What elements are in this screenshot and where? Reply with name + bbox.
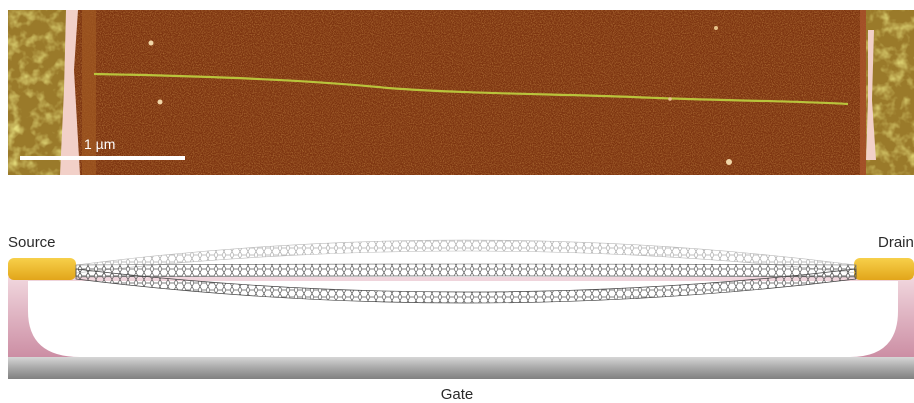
trench [28,281,898,357]
right-trench-edge [866,30,876,160]
nanotube-lower [75,268,857,304]
nanotube-middle [75,263,857,278]
scale-bar [20,156,185,160]
source-electrode [8,258,76,280]
device-schematic: Source Drain Gate [0,185,914,403]
particle [148,40,154,46]
nanotube-trace [93,72,849,106]
gate-electrode [8,357,914,379]
particle [714,26,718,30]
gate-label: Gate [440,386,474,403]
left-electrode-region [8,10,96,175]
drain-label: Drain [878,234,914,251]
particle [668,97,672,101]
afm-image: 1 µm [8,10,914,175]
particle [726,159,732,165]
source-label: Source [8,234,56,251]
particle [157,99,163,105]
right-electrode-region [860,10,914,175]
afm-micrograph [8,10,914,175]
left-trench-edge [60,10,80,175]
scale-bar-label: 1 µm [84,136,116,152]
drain-electrode [854,258,914,280]
device-drawing [8,239,914,379]
